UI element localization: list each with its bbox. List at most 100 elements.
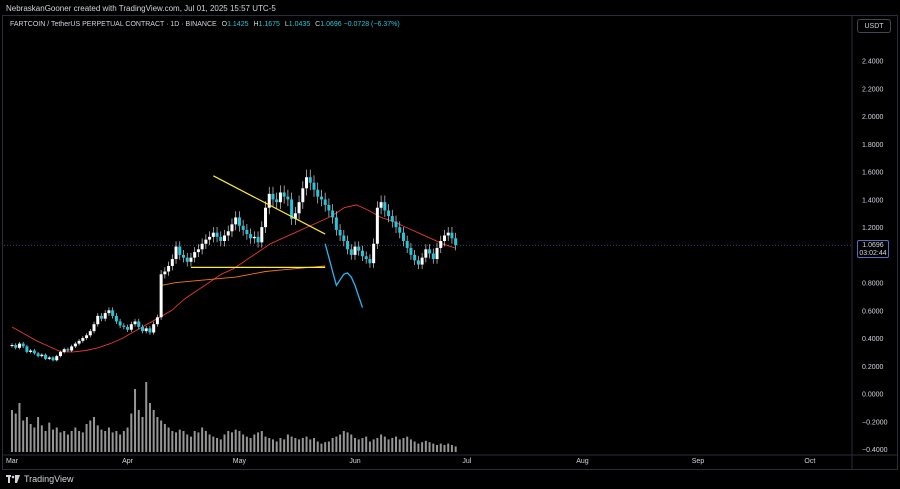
candle-body [174,246,178,260]
candle-body [319,196,323,200]
volume-bar [40,425,43,452]
chart-frame[interactable] [2,15,898,470]
candle-body [14,345,18,348]
candle-body [230,224,234,232]
candle-body [431,253,435,260]
volume-bar [48,422,51,452]
y-tick-label: 2.0000 [862,114,884,121]
candle-body [368,259,372,264]
volume-bar [264,436,267,452]
legend-low-value: 1.0435 [288,21,311,28]
volume-bar [25,417,28,452]
projection-path[interactable] [324,243,364,308]
volume-bar [402,438,405,452]
volume-bar [156,417,159,452]
volume-bar [398,439,401,452]
volume-bar [249,438,252,452]
volume-bar [160,420,163,452]
candle-body [264,207,268,228]
candle-body [245,229,249,235]
volume-bar [189,436,192,452]
candle-body [81,338,85,341]
candle-body [297,202,301,214]
x-tick-label: Jul [462,458,471,465]
candle-body [293,213,297,219]
legend-change: −0.0728 (−6.37%) [343,21,400,28]
candle-body [357,246,361,251]
volume-bar [354,438,357,452]
volume-bar [130,413,133,452]
volume-bar [63,431,66,452]
candle-body [17,343,21,348]
volume-bar [18,403,21,452]
x-tick-label: Sep [692,458,705,465]
y-tick-label: 0.8000 [862,281,884,288]
chart-caption: NebraskanGooner created with TradingView… [6,4,276,13]
volume-bar [242,434,245,452]
legend-symbol: FARTCOIN / TetherUS PERPETUAL CONTRACT ·… [10,21,217,28]
candle-body [249,234,253,239]
candle-body [21,343,25,347]
y-tick-label: 1.4000 [862,197,884,204]
symbol-legend: FARTCOIN / TetherUS PERPETUAL CONTRACT ·… [10,21,400,28]
volume-bar [66,434,69,452]
volume-bar [22,420,25,452]
y-tick-label: 0.0000 [862,392,884,399]
candle-body [170,259,174,266]
volume-bar [29,424,32,452]
volume-bar [432,443,435,452]
volume-bar [294,438,297,452]
volume-bar [271,439,274,452]
candle-body [73,343,77,347]
candle-body [435,247,439,260]
candle-body [55,356,59,361]
candle-body [103,313,107,319]
y-tick-label: 0.6000 [862,308,884,315]
volume-bar [33,427,36,452]
volume-bar [37,417,40,452]
currency-button[interactable]: USDT [857,19,891,33]
y-tick-label: 0.2000 [862,364,884,371]
volume-bar [454,446,457,452]
x-tick-label: Aug [576,458,589,465]
volume-bar [380,434,383,452]
candle-body [200,243,204,250]
volume-bar [141,417,144,452]
tradingview-logo-icon [6,475,20,483]
candle-body [364,256,368,260]
candle-body [25,346,29,352]
volume-bar [327,441,330,452]
volume-bar [230,432,233,452]
volume-bar [316,441,319,452]
volume-bar [201,427,204,452]
volume-bar [227,431,230,452]
volume-bar [70,431,73,452]
volume-bar [301,438,304,452]
volume-bar [193,431,196,452]
y-tick-label: 2.2000 [862,86,884,93]
y-tick-label: 0.4000 [862,336,884,343]
candle-body [129,324,133,330]
candle-body [178,246,182,255]
candle-body [342,235,346,241]
candle-body [387,210,391,217]
volume-bar [208,434,211,452]
volume-bar [339,434,342,452]
candle-body [189,257,193,262]
candle-body [405,241,409,248]
volume-bar [245,436,248,452]
volume-bar [331,438,334,452]
footer-brand[interactable]: TradingView [6,474,74,484]
candle-body [446,232,450,236]
volume-bar [163,424,166,452]
candle-body [85,335,89,339]
volume-bar [312,438,315,452]
candle-body [167,265,171,272]
resistance-trendline[interactable] [213,175,326,235]
volume-bar [320,443,323,452]
candle-body [148,328,152,333]
volume-bar [134,389,137,452]
candle-body [346,241,350,250]
candle-body [159,274,163,318]
